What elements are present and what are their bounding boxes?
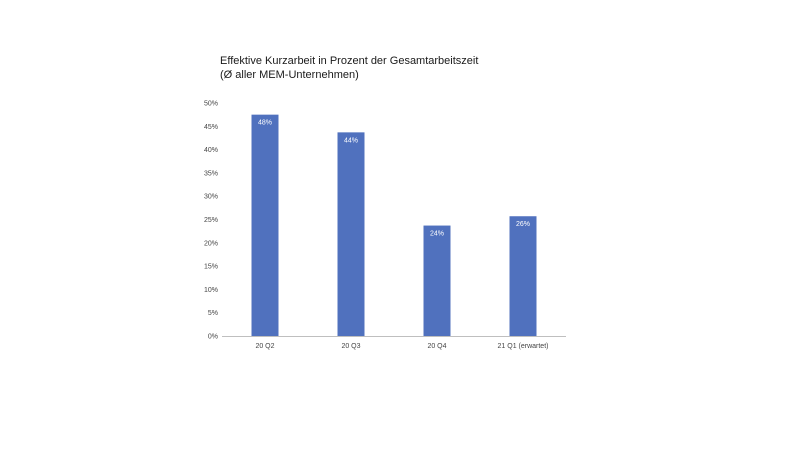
data-label: 26% [516,221,530,228]
y-tick-label: 0% [208,334,218,341]
chart-title-line: Effektive Kurzarbeit in Prozent der Gesa… [220,55,479,67]
bars: 48% 44% 24% 26% [251,114,537,337]
bar [251,114,279,337]
bar [509,216,537,336]
y-tick-label: 45% [204,124,218,131]
bar [337,132,365,336]
data-label: 44% [344,137,358,144]
y-tick-label: 35% [204,170,218,177]
y-tick-label: 15% [204,264,218,271]
x-tick-label: 20 Q3 [341,343,360,350]
y-tick-label: 5% [208,310,218,317]
y-tick-label: 25% [204,217,218,224]
bar [423,225,451,336]
x-tick-label: 20 Q4 [427,343,446,350]
x-axis: 20 Q2 20 Q3 20 Q4 21 Q1 (erwartet) [222,336,566,350]
x-tick-label: 21 Q1 (erwartet) [498,343,549,350]
y-tick-label: 10% [204,287,218,294]
chart-subtitle-line: (Ø aller MEM-Unternehmen) [220,69,359,81]
y-tick-label: 30% [204,194,218,201]
y-tick-label: 50% [204,101,218,108]
x-tick-label: 20 Q2 [255,343,274,350]
y-axis: 0% 5% 10% 15% 20% 25% 30% 35% 40% 45% 50% [204,101,218,341]
y-tick-label: 40% [204,147,218,154]
data-label: 24% [430,231,444,238]
y-tick-label: 20% [204,240,218,247]
data-label: 48% [258,120,272,127]
chart-title: Effektive Kurzarbeit in Prozent der Gesa… [220,54,620,82]
